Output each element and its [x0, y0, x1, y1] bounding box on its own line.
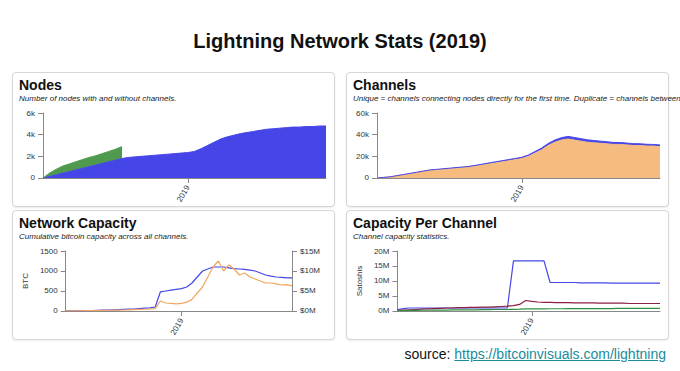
html-text:Lightning Network Stats (2019): Lightning Network Stats (2019)	[193, 30, 487, 52]
svg-text:2019: 2019	[519, 316, 536, 336]
svg-text:Satoshis: Satoshis	[355, 266, 364, 297]
svg-text:4k: 4k	[27, 130, 36, 139]
svg-text:2019: 2019	[175, 183, 192, 203]
svg-text:6k: 6k	[27, 109, 36, 118]
svg-text:2k: 2k	[27, 152, 36, 161]
svg-text:60k: 60k	[356, 109, 370, 118]
svg-text:BTC: BTC	[21, 273, 30, 289]
html-text:Number of nodes with and witho: Number of nodes with and without channel…	[19, 94, 177, 103]
svg-text:500: 500	[44, 286, 58, 295]
svg-text:5M: 5M	[378, 291, 389, 300]
svg-text:$5M: $5M	[300, 286, 316, 295]
svg-text:20M: 20M	[374, 247, 390, 256]
svg-text:2019: 2019	[169, 316, 186, 336]
svg-text:0M: 0M	[378, 306, 389, 315]
svg-text:0: 0	[365, 173, 370, 182]
svg-text:$15M: $15M	[300, 247, 320, 256]
svg-text:1000: 1000	[40, 266, 58, 275]
html-text:Channels: Channels	[353, 77, 416, 93]
svg-text:15M: 15M	[374, 261, 390, 270]
html-text:Capacity Per Channel: Capacity Per Channel	[353, 215, 497, 231]
svg-text:10M: 10M	[374, 276, 390, 285]
svg-text:$10M: $10M	[300, 266, 320, 275]
svg-text:20k: 20k	[356, 152, 370, 161]
svg-text:$0M: $0M	[300, 306, 316, 315]
svg-text:2019: 2019	[509, 183, 526, 203]
svg-text:0: 0	[31, 173, 36, 182]
html-text:source: https://bitcoinvisuals: source: https://bitcoinvisuals.com/light…	[404, 346, 666, 362]
html-text:Network Capacity: Network Capacity	[19, 215, 137, 231]
svg-text:40k: 40k	[356, 130, 370, 139]
svg-text:1500: 1500	[40, 247, 58, 256]
html-text:Channel capacity statistics.: Channel capacity statistics.	[353, 232, 450, 241]
html-text:Cumulative bitcoin capacity ac: Cumulative bitcoin capacity across all c…	[19, 232, 189, 241]
svg-text:0: 0	[53, 306, 58, 315]
html-text:Nodes: Nodes	[19, 77, 62, 93]
